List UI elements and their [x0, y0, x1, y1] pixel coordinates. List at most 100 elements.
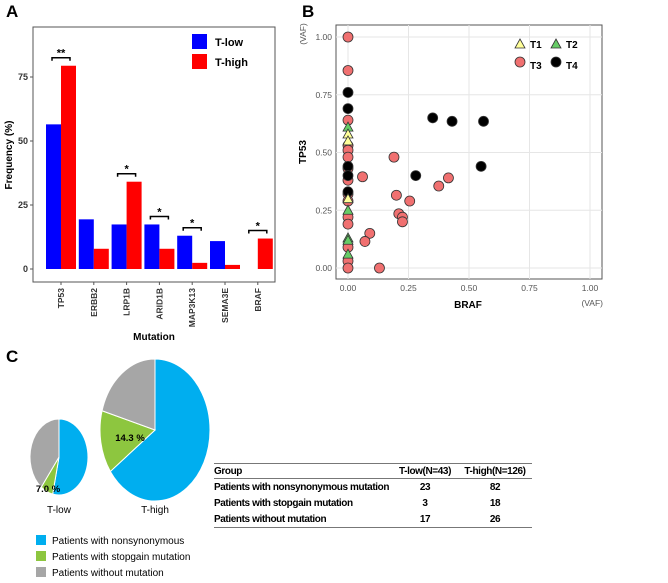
x-tick-label: ERBB2: [89, 288, 99, 317]
cell: 82: [489, 481, 501, 493]
x-tick-label: LRP1B: [122, 288, 132, 316]
significance-mark: *: [157, 206, 162, 218]
legend-label: T3: [530, 61, 542, 72]
point-t3: [342, 31, 354, 43]
point-t2: [342, 204, 354, 215]
point-t3: [404, 195, 416, 207]
y-tick-label: 0.75: [315, 90, 332, 100]
y-tick-label: 0.00: [315, 263, 332, 273]
x-tick-label: 0.75: [521, 283, 538, 293]
point-t1: [342, 135, 354, 146]
pie-slice-t-low: [52, 418, 89, 496]
bar-t-high-tp53: [61, 65, 76, 270]
point-t3: [359, 236, 371, 247]
y-tick-label: 25: [18, 200, 28, 210]
significance-mark: *: [190, 218, 195, 230]
table-row: Patients with nonsynonymous mutation 23 …: [214, 479, 532, 495]
point-t3: [443, 172, 454, 184]
y-tick-label: 0.25: [315, 205, 332, 215]
bar-t-low-erbb2: [78, 219, 94, 269]
bar-t-high-erbb2: [93, 248, 109, 269]
pie-slice-t-high: [99, 410, 156, 473]
point-t4: [550, 56, 562, 68]
point-t2: [342, 248, 354, 259]
legend-label: T4: [566, 61, 578, 72]
bar-t-high-braf: [257, 238, 273, 269]
significance-bracket: [116, 172, 137, 177]
significance-mark: **: [57, 48, 66, 60]
significance-mark: *: [256, 221, 261, 233]
bar-t-high-sema3e: [225, 264, 240, 269]
pie-title: T-low: [47, 505, 72, 516]
legend-label: Patients with stopgain mutation: [52, 552, 190, 563]
header-t-low: T-low(N=43): [399, 465, 451, 477]
bar-t-low-map3k13: [177, 235, 193, 269]
point-t2: [342, 234, 354, 245]
point-t1: [514, 38, 526, 49]
x-axis-unit: (VAF): [581, 298, 603, 308]
cell: 3: [422, 497, 428, 509]
y-axis-label: Frequency (%): [4, 121, 15, 190]
legend-label: T-high: [215, 57, 248, 69]
point-t4: [475, 160, 487, 172]
bar-t-high-map3k13: [192, 262, 208, 269]
row-label: Patients with stopgain mutation: [214, 497, 353, 509]
pie-percent-label: 14.3 %: [115, 433, 145, 444]
pie-percent-label: 7.0 %: [36, 484, 61, 495]
legend-label: T-low: [215, 37, 244, 49]
x-tick-label: 1.00: [582, 283, 599, 293]
row-label: Patients with nonsynonymous mutation: [214, 481, 390, 493]
point-t4: [342, 87, 354, 98]
cell: 18: [489, 497, 501, 509]
y-tick-label: 1.00: [315, 32, 332, 42]
legend-label: T1: [530, 40, 542, 51]
panel-label-a: A: [6, 2, 18, 21]
x-tick-label: MAP3K13: [187, 288, 197, 327]
cell: 23: [419, 481, 431, 493]
point-t3: [433, 180, 445, 192]
significance-bracket: [149, 215, 170, 220]
bar-t-low-arid1b: [144, 224, 160, 269]
x-tick-label: SEMA3E: [220, 288, 230, 323]
pie-slice-t-low: [29, 418, 60, 488]
point-t1: [342, 192, 354, 204]
point-t3: [374, 262, 385, 274]
y-tick-label: 75: [18, 72, 28, 82]
legend-swatch-t-low: [192, 34, 207, 49]
bar-t-high-lrp1b: [126, 181, 142, 269]
table-row: Patients without mutation 17 26: [214, 511, 532, 527]
x-tick-label: BRAF: [253, 288, 263, 312]
legend-label: Patients without mutation: [52, 568, 164, 579]
point-t4: [342, 160, 354, 172]
point-t4: [427, 112, 439, 124]
significance-bracket: [248, 229, 268, 234]
bar-t-low-tp53: [46, 124, 61, 269]
x-tick-label: 0.00: [340, 283, 357, 293]
point-t3: [514, 56, 526, 68]
point-t3: [364, 227, 376, 239]
y-axis-unit: (VAF): [298, 23, 308, 45]
mutation-table: Group T-low(N=43) T-high(N=126) Patients…: [214, 463, 532, 528]
bar-t-low-sema3e: [210, 241, 225, 269]
significance-bracket: [51, 56, 71, 61]
point-t4: [478, 115, 489, 127]
bar-t-high-arid1b: [159, 248, 175, 269]
x-tick-label: 0.50: [461, 283, 478, 293]
point-t3: [357, 171, 368, 183]
point-t2: [550, 38, 562, 49]
table-row: Patients with stopgain mutation 3 18: [214, 495, 532, 511]
point-t4: [342, 170, 354, 182]
legend-label: T2: [566, 40, 578, 51]
point-t3: [397, 216, 408, 228]
point-t3: [342, 65, 354, 76]
point-t3: [388, 151, 400, 163]
legend-swatch: [36, 567, 46, 577]
panel-label-c: C: [6, 347, 18, 366]
pie-title: T-high: [141, 505, 169, 516]
point-t4: [410, 170, 422, 182]
x-tick-label: TP53: [56, 288, 66, 309]
table-header: Group T-low(N=43) T-high(N=126): [214, 464, 532, 479]
pie-slice-t-high: [101, 358, 156, 431]
significance-mark: *: [124, 164, 129, 176]
